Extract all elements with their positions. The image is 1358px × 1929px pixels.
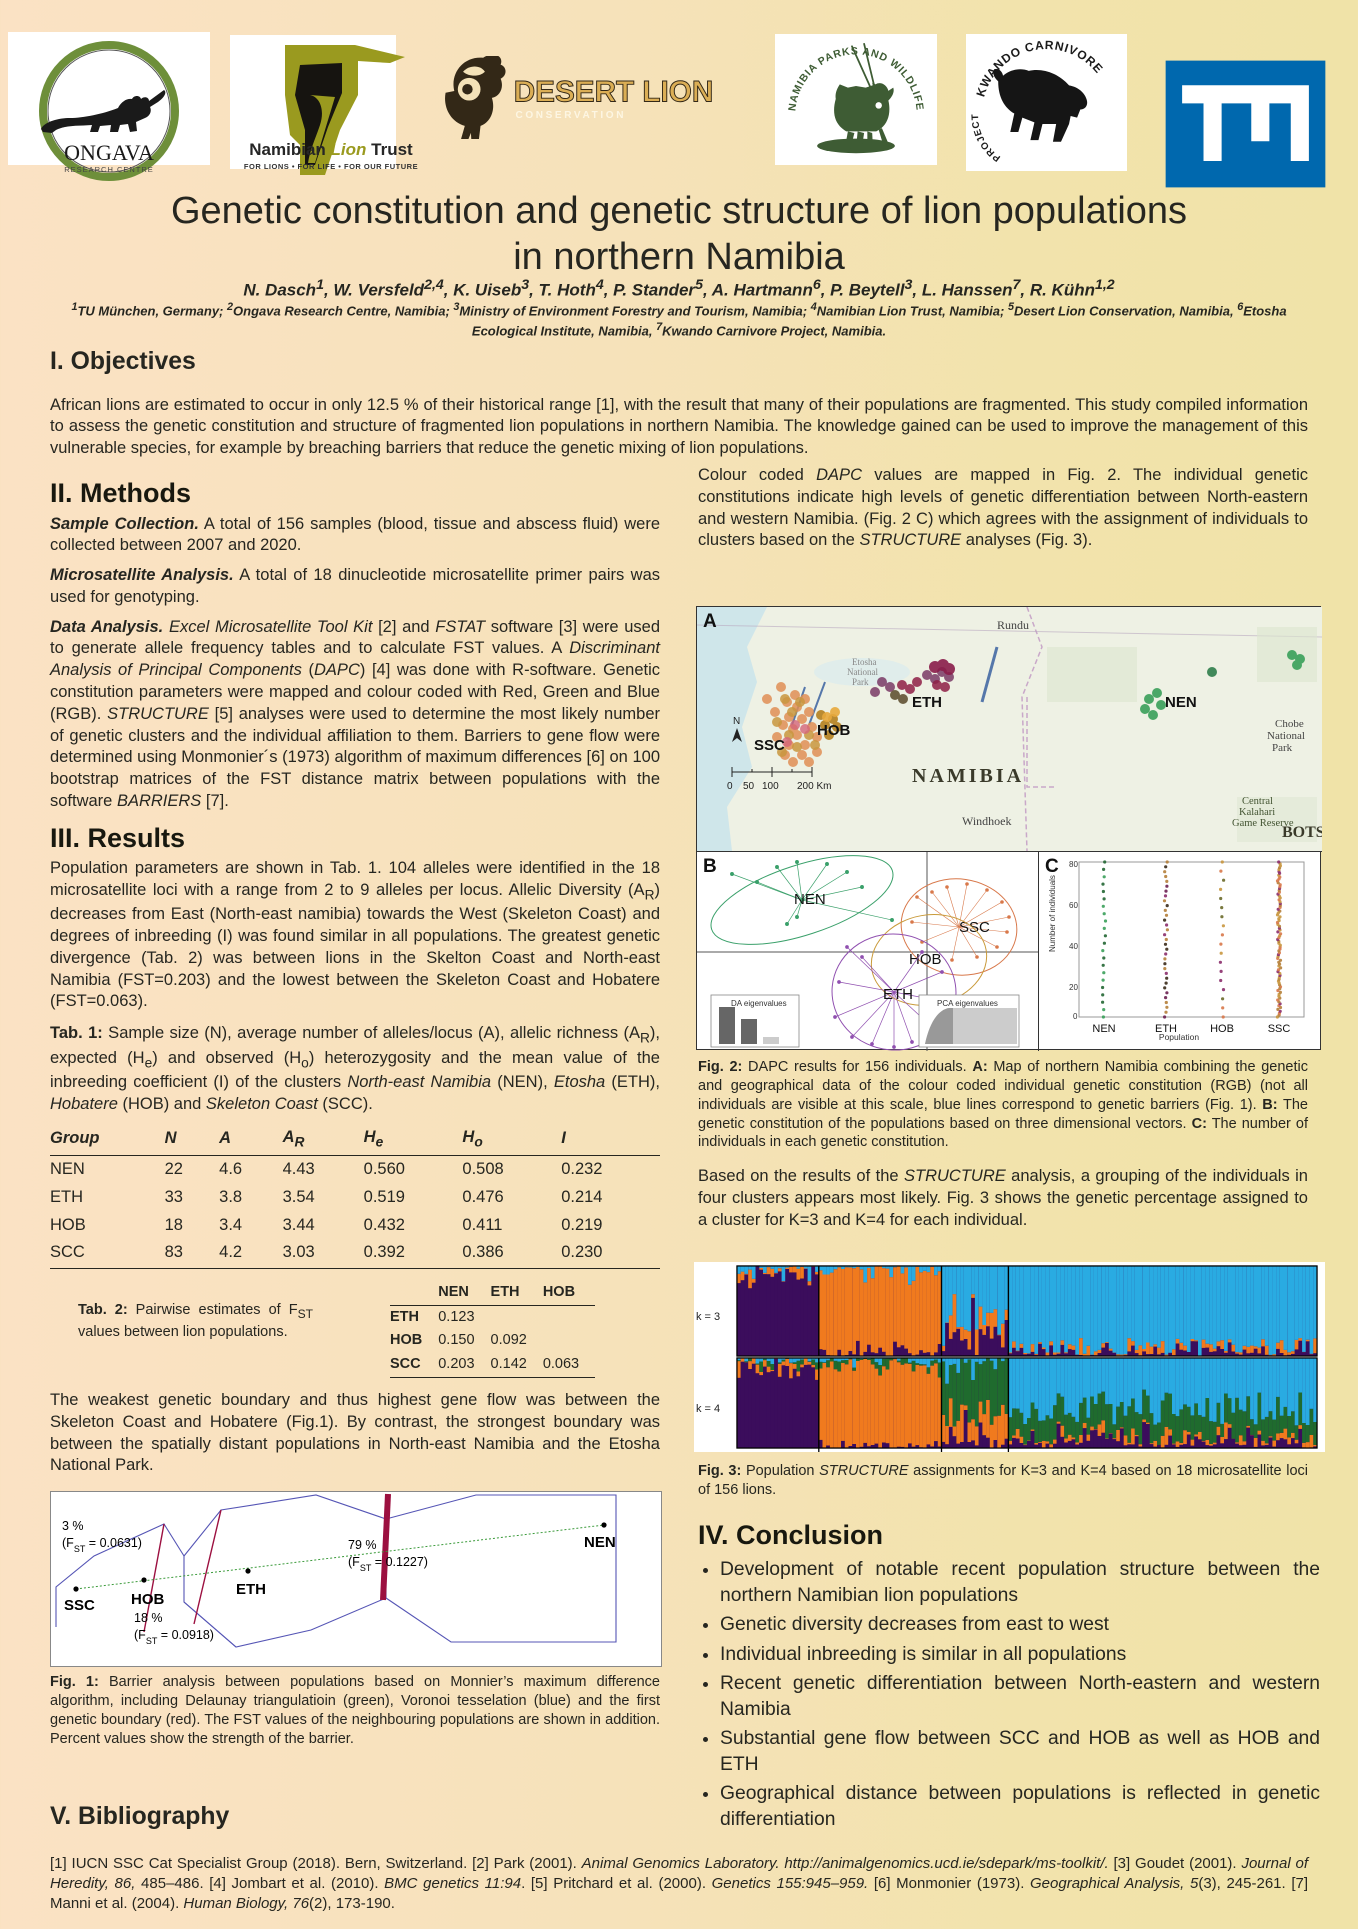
svg-text:HOB: HOB — [909, 951, 942, 968]
svg-text:C: C — [1045, 856, 1059, 877]
svg-text:FOR LIONS • FOR LIFE • FOR OUR: FOR LIONS • FOR LIFE • FOR OUR FUTURE — [244, 162, 418, 171]
svg-text:ETH: ETH — [883, 986, 913, 1003]
svg-text:DA eigenvalues: DA eigenvalues — [731, 999, 787, 1008]
svg-text:SSC: SSC — [1268, 1023, 1291, 1035]
svg-text:3 %: 3 % — [62, 1519, 84, 1533]
svg-text:(FST = 0.1227): (FST = 0.1227) — [348, 1555, 428, 1573]
svg-text:(FST = 0.0918): (FST = 0.0918) — [134, 1628, 214, 1646]
svg-text:NEN: NEN — [794, 891, 826, 908]
svg-text:40: 40 — [1069, 942, 1078, 951]
svg-text:0: 0 — [1073, 1012, 1078, 1021]
svg-text:RESEARCH CENTRE: RESEARCH CENTRE — [64, 165, 154, 174]
svg-text:SSC: SSC — [754, 737, 785, 754]
svg-text:79 %: 79 % — [348, 1538, 377, 1552]
svg-text:A: A — [703, 611, 717, 632]
svg-text:PROJECT: PROJECT — [970, 113, 1003, 163]
svg-text:SSC: SSC — [64, 1597, 95, 1614]
svg-text:ETH: ETH — [1155, 1023, 1177, 1035]
svg-text:HOB: HOB — [131, 1591, 165, 1608]
svg-text:Number of individuals: Number of individuals — [1048, 875, 1057, 952]
svg-text:18 %: 18 % — [134, 1611, 163, 1625]
svg-text:DESERT LION: DESERT LION — [514, 75, 714, 108]
svg-text:PCA eigenvalues: PCA eigenvalues — [937, 999, 998, 1008]
svg-text:60: 60 — [1069, 901, 1078, 910]
svg-text:k = 4: k = 4 — [696, 1403, 720, 1415]
svg-text:80: 80 — [1069, 860, 1078, 869]
svg-text:20: 20 — [1069, 983, 1078, 992]
svg-text:ONGAVA: ONGAVA — [64, 140, 154, 165]
svg-text:NEN: NEN — [584, 1534, 616, 1551]
svg-text:Namibian Lion Trust: Namibian Lion Trust — [249, 140, 413, 159]
svg-text:ETH: ETH — [912, 694, 942, 711]
svg-text:NEN: NEN — [1092, 1023, 1115, 1035]
svg-text:HOB: HOB — [817, 722, 851, 739]
svg-text:ETH: ETH — [236, 1581, 266, 1598]
svg-text:CONSERVATION: CONSERVATION — [515, 110, 626, 121]
svg-text:NEN: NEN — [1165, 694, 1197, 711]
svg-text:k = 3: k = 3 — [696, 1311, 720, 1323]
svg-text:HOB: HOB — [1210, 1023, 1234, 1035]
svg-text:(FST = 0.0631): (FST = 0.0631) — [62, 1536, 142, 1554]
svg-text:B: B — [703, 856, 717, 877]
